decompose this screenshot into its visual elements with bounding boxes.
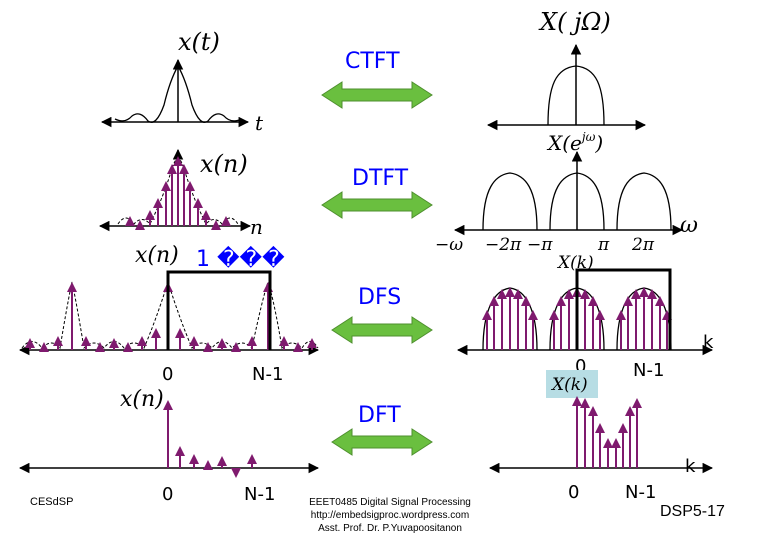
- dft-spectrum-stems: [572, 396, 642, 468]
- X-k-label: X(k): [556, 253, 594, 273]
- n-label: n: [250, 215, 263, 239]
- dtft-freq-plot: [453, 150, 684, 236]
- sinc-signal: [114, 64, 243, 123]
- dfs-spec-zero-label: 0: [575, 356, 586, 377]
- x-n-label: x(n): [200, 150, 248, 178]
- pi-label: π: [597, 235, 610, 255]
- dfs-envelope: [21, 280, 319, 350]
- footer-page: DSP5-17: [660, 503, 725, 520]
- X-jOmega-label: X( jΩ): [538, 8, 611, 36]
- dft-freq-plot: [488, 370, 714, 474]
- dtft-arrow: [321, 191, 433, 219]
- garbled-symbols: 1 ���: [196, 245, 285, 272]
- ctft-arrow: [321, 81, 433, 109]
- dft-label: DFT: [358, 403, 401, 428]
- ctft-time-plot: [100, 58, 250, 128]
- X-ejw-sup: jω: [579, 130, 596, 144]
- ctft-spectrum: [547, 65, 605, 126]
- dfs-spec-n-minus-1-label: N-1: [633, 360, 664, 381]
- dfs-time-plot: [18, 270, 320, 356]
- X-k-dft-label: X(k): [550, 375, 588, 395]
- dft-zero-label: 0: [162, 484, 173, 505]
- dft-spec-zero-label: 0: [568, 482, 579, 503]
- footer-course: EEET0485 Digital Signal Processing: [309, 497, 471, 508]
- dfs-arrow: [331, 316, 433, 344]
- dtft-stems: [125, 156, 231, 230]
- dft-spec-n-minus-1-label: N-1: [625, 482, 656, 503]
- dfs-n-minus-1-label: N-1: [252, 364, 283, 385]
- footer-url: http://embedsigproc.wordpress.com: [311, 510, 469, 521]
- X-ejw-base: X(e: [546, 131, 582, 155]
- X-ejw-close: ): [594, 131, 603, 155]
- two-pi-label: 2π: [631, 235, 655, 255]
- dfs-freq-plot: [456, 268, 714, 356]
- dft-n-minus-1-label: N-1: [244, 484, 275, 505]
- k-label-dfs: k: [703, 332, 714, 353]
- dfs-spectrum-window: [575, 268, 672, 350]
- ctft-label: CTFT: [345, 49, 400, 74]
- dft-time-plot: [18, 400, 320, 478]
- k-label-dft: k: [685, 456, 696, 477]
- x-n-periodic-label: x(n): [135, 243, 179, 268]
- dfs-period-window: [166, 270, 272, 350]
- X-ejw-label: X(ejω): [546, 130, 603, 155]
- dft-arrow: [331, 428, 433, 456]
- dtft-time-plot: [98, 148, 252, 232]
- t-label: t: [255, 111, 264, 135]
- dtft-lobe-center: [549, 172, 605, 231]
- x-n-dft-label: x(n): [120, 387, 164, 412]
- ctft-freq-plot: [486, 43, 647, 131]
- dtft-label: DTFT: [352, 166, 409, 191]
- neg-2pi-label: −2π: [485, 235, 522, 255]
- dft-stems: [163, 400, 257, 478]
- omega-label: ω: [680, 213, 698, 238]
- dfs-label: DFS: [358, 285, 401, 310]
- footer-author: Asst. Prof. Dr. P.Yuvapoositanon: [318, 523, 462, 534]
- dfs-zero-label: 0: [162, 364, 173, 385]
- footer-left: CESdSP: [30, 496, 73, 508]
- neg-pi-label: −π: [527, 235, 553, 255]
- neg-omega-label: −ω: [435, 235, 463, 255]
- dtft-lobe-right: [616, 172, 672, 231]
- X-k-dft-highlight: [546, 370, 598, 398]
- x-t-label: x(t): [178, 28, 220, 56]
- dtft-lobe-left: [482, 172, 538, 231]
